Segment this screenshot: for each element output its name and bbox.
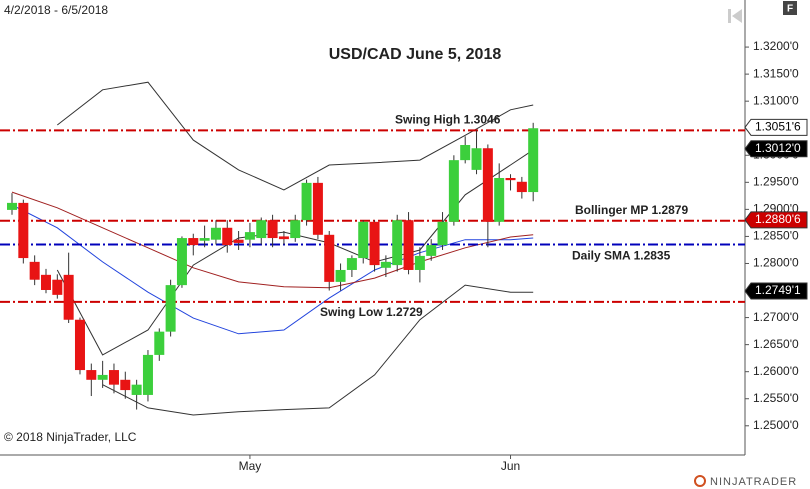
x-tick-label: May (239, 459, 262, 473)
candle-body (142, 354, 153, 395)
candle-body (403, 220, 414, 270)
date-range: 4/2/2018 - 6/5/2018 (4, 3, 108, 17)
y-tick-label: 1.2500'0 (753, 418, 799, 432)
icon-bar (728, 9, 731, 23)
price-tag (744, 118, 808, 136)
price-tag (744, 211, 808, 229)
candle-body (335, 269, 346, 282)
candle-body (358, 221, 369, 259)
candle-body (471, 148, 482, 170)
candle-body (505, 177, 516, 181)
x-tick-label: Jun (501, 459, 520, 473)
candle-body (494, 177, 505, 222)
level-label: Daily SMA 1.2835 (572, 249, 671, 263)
y-tick-label: 1.2700'0 (753, 310, 799, 324)
price-tag-label: 1.2880'6 (755, 212, 801, 226)
candle-body (210, 227, 221, 240)
corner-label[interactable]: F (787, 4, 793, 15)
candle-body (63, 274, 74, 320)
candle-body (256, 220, 267, 239)
y-tick-label: 1.2650'0 (753, 337, 799, 351)
indicator-line (56, 149, 534, 356)
candle-body (244, 232, 255, 240)
candle-body (369, 221, 380, 266)
candle-body (74, 319, 85, 371)
candle-body (86, 370, 97, 380)
icon-arrow (732, 9, 742, 23)
candle-body (426, 245, 437, 256)
y-tick-label: 1.2550'0 (753, 391, 799, 405)
price-tag-label: 1.3051'6 (755, 120, 801, 134)
candle-body (199, 238, 210, 241)
candle-body (176, 238, 187, 286)
price-tag-label: 1.3012'0 (755, 141, 801, 155)
y-tick-label: 1.2950'0 (753, 174, 799, 188)
candle-body (40, 274, 51, 290)
candle-body (380, 261, 391, 268)
logo-mark (694, 475, 706, 487)
copyright: © 2018 NinjaTrader, LLC (4, 430, 137, 444)
candle-body (165, 285, 176, 332)
candle-body (154, 331, 165, 355)
indicator-line (11, 191, 534, 289)
indicator-line (11, 204, 534, 335)
candle-body (301, 182, 312, 221)
price-tag-label: 1.2749'1 (755, 283, 801, 297)
candle-body (437, 221, 448, 246)
candle-body (324, 234, 335, 282)
scroll-end-icon[interactable] (728, 9, 742, 23)
candle-body (392, 220, 403, 266)
candle-body (267, 220, 278, 239)
chart-title: USD/CAD June 5, 2018 (329, 46, 502, 63)
level-label: Swing Low 1.2729 (320, 305, 423, 319)
y-tick-label: 1.3100'0 (753, 93, 799, 107)
y-tick-label: 1.2800'0 (753, 256, 799, 270)
y-tick-label: 1.3150'0 (753, 66, 799, 80)
indicator-line (102, 284, 534, 416)
candle-body (222, 227, 233, 246)
candle-body (108, 370, 119, 385)
candle-body (414, 255, 425, 270)
candle-body (188, 238, 199, 246)
price-tag (744, 282, 808, 300)
candle-body (482, 148, 493, 222)
level-label: Bollinger MP 1.2879 (575, 203, 688, 217)
logo: NINJATRADER (710, 476, 797, 488)
candle-body (460, 144, 471, 161)
candle-body (528, 128, 539, 193)
candle-body (18, 202, 29, 259)
candle-body (448, 160, 459, 222)
candle-body (52, 279, 63, 295)
candle-body (120, 379, 131, 391)
y-tick-label: 1.2850'0 (753, 229, 799, 243)
price-tag (744, 140, 808, 158)
corner-button[interactable] (783, 1, 797, 15)
candle-body (516, 181, 527, 193)
candle-body (233, 239, 244, 243)
candle-body (29, 261, 40, 280)
candle-body (346, 258, 357, 270)
candle-body (97, 374, 108, 380)
candle-body (7, 202, 17, 210)
candle-body (278, 236, 289, 240)
y-tick-label: 1.3200'0 (753, 39, 799, 53)
level-label: Swing High 1.3046 (395, 113, 501, 127)
candle-body (131, 384, 142, 395)
y-tick-label: 1.2600'0 (753, 364, 799, 378)
candle-body (290, 220, 301, 239)
candle-body (312, 182, 323, 235)
